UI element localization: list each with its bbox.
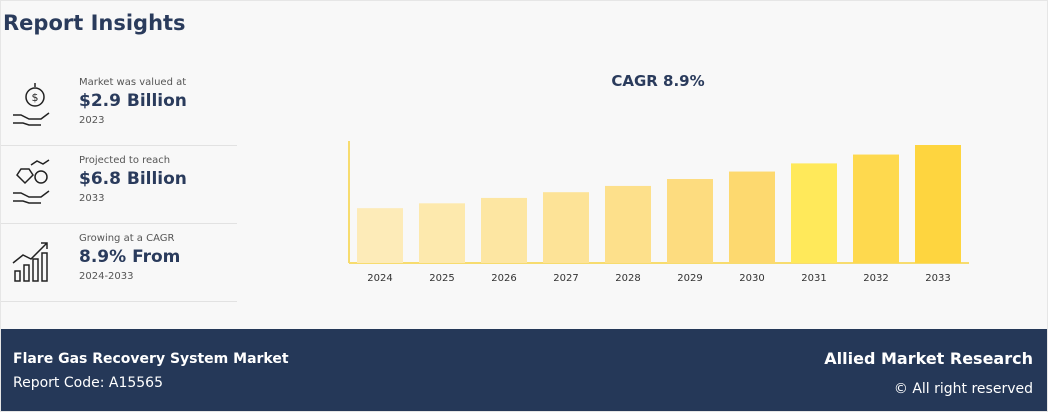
bar [357,208,403,263]
x-tick-label: 2027 [553,273,578,284]
insight: Growing at a CAGR 8.9% From 2024-2033 [1,223,237,302]
icon [12,242,48,282]
insight-value: $6.8 Billion [79,169,187,189]
insight-value: 8.9% From [79,247,181,267]
x-tick-label: 2031 [801,273,826,284]
icon: $ [13,83,50,126]
header-title: Report Insights [3,11,186,35]
insight-value: $2.9 Billion [79,91,187,111]
x-tick-label: 2024 [367,273,392,284]
brand: Allied Market Research [824,349,1033,368]
bar [481,197,527,263]
x-tick-label: 2028 [615,273,640,284]
bar [605,185,651,263]
report-code: Report Code: A15565 [13,375,163,391]
market-name: Flare Gas Recovery System Market [13,351,289,367]
x-tick-label: 2032 [863,273,888,284]
insight-period: 2033 [79,193,105,204]
bar [791,163,837,263]
rights: © All right reserved [893,381,1033,397]
bar [667,179,713,263]
bar [915,145,961,263]
bar [419,203,465,263]
bar [853,154,899,263]
insight-period: 2024-2033 [79,271,134,282]
x-tick-label: 2026 [491,273,516,284]
x-tick-label: 2029 [677,273,702,284]
bar [543,192,589,263]
footer: Flare Gas Recovery System Market Report … [1,329,1047,411]
insight-label: Projected to reach [79,155,171,166]
insight-label: Growing at a CAGR [79,233,175,244]
insight: Projected to reach $6.8 Billion 2033 [1,145,237,224]
insight-period: 2023 [79,115,105,126]
x-tick-label: 2033 [925,273,950,284]
insight: $ Market was valued at $2.9 Billion 2023 [1,67,237,146]
x-tick-label: 2025 [429,273,454,284]
svg-text:$: $ [32,91,39,104]
icon [13,159,50,204]
chart-title: CAGR 8.9% [611,72,704,90]
x-tick-label: 2030 [739,273,764,284]
bar [729,171,775,263]
insight-label: Market was valued at [79,77,187,88]
chart: CAGR 8.9% 2024 2025 2026 2027 2028 2029 2030 20… [348,72,969,284]
